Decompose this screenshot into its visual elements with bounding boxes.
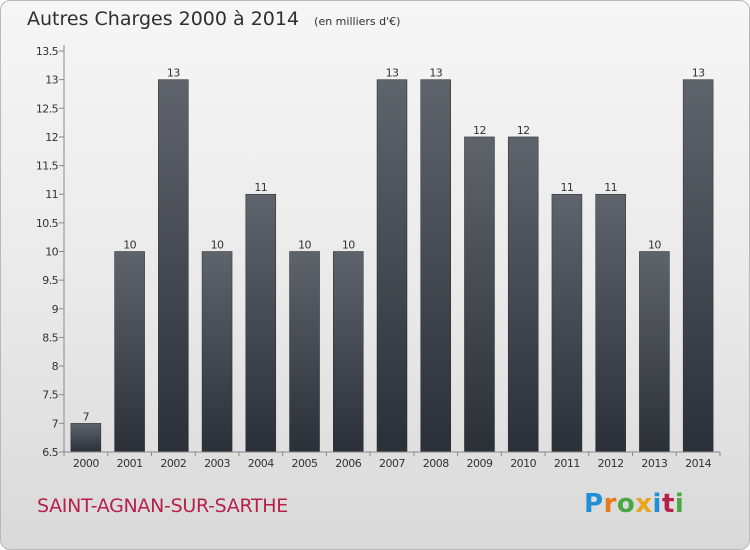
- x-axis: 2000 2001 2002 2003 2004 2005 2006 2007 2008 2009…: [63, 451, 721, 470]
- bar-2006: [333, 251, 364, 453]
- y-tick-label: 9: [52, 303, 59, 316]
- chart-unit: (en milliers d'€): [314, 15, 401, 28]
- y-tick-label: 6.5: [42, 446, 58, 459]
- x-tick-label-2002: 2002: [160, 457, 186, 470]
- y-tick-label: 11.5: [36, 160, 59, 173]
- data-label-2013: 10: [648, 239, 661, 252]
- y-tick-label: 9.5: [42, 274, 58, 287]
- bar-2007: [376, 79, 408, 453]
- x-tick-label-2014: 2014: [685, 457, 711, 470]
- bar-2001: [114, 251, 145, 453]
- x-tick-label-2007: 2007: [379, 457, 405, 470]
- y-tick-label: 12.5: [36, 102, 59, 115]
- data-label-2002: 13: [167, 67, 180, 80]
- x-tick-label-2000: 2000: [73, 457, 99, 470]
- chart-header: Autres Charges 2000 à 2014 (en milliers …: [27, 8, 400, 30]
- x-tick-label-2004: 2004: [248, 457, 274, 470]
- data-label-2006: 10: [342, 239, 355, 252]
- y-tick-label: 8: [52, 360, 59, 373]
- bars: [70, 79, 714, 453]
- data-label-2000: 7: [83, 410, 90, 423]
- logo-letter: r: [603, 489, 617, 519]
- y-tick-label: 8.5: [42, 331, 58, 344]
- data-label-2011: 11: [561, 181, 574, 194]
- bar-2000: [70, 423, 102, 453]
- data-label-2005: 10: [298, 239, 311, 252]
- y-tick-label: 7: [52, 417, 59, 430]
- data-label-2007: 13: [386, 67, 399, 80]
- data-label-2012: 11: [604, 181, 617, 194]
- bar-2013: [639, 251, 670, 453]
- logo-letter: o: [616, 489, 636, 519]
- data-label-2010: 12: [517, 124, 530, 137]
- bar-2014: [682, 79, 714, 453]
- data-label-2008: 13: [429, 67, 442, 80]
- data-label-2014: 13: [692, 67, 705, 80]
- y-tick-label: 13.5: [36, 45, 59, 58]
- bar-2011: [551, 193, 583, 453]
- y-axis: 6.5 7 7.5 8 8.5 9 9.5 10 10.5 11 11.5 12 12.5 13 13.5: [36, 45, 65, 459]
- x-tick-label-2013: 2013: [641, 457, 667, 470]
- x-tick-label-2005: 2005: [292, 457, 318, 470]
- data-label-2003: 10: [211, 239, 224, 252]
- x-tick-label-2009: 2009: [466, 457, 492, 470]
- proxiti-logo[interactable]: Proxiti: [584, 489, 684, 519]
- y-tick-label: 13: [45, 74, 58, 87]
- x-tick-label-2003: 2003: [204, 457, 230, 470]
- logo-letter: i: [674, 489, 685, 519]
- bar-2012: [595, 193, 626, 453]
- x-tick-label-2012: 2012: [598, 457, 624, 470]
- logo-letter: P: [584, 489, 604, 519]
- bar-2008: [420, 79, 451, 453]
- bar-2010: [507, 136, 539, 453]
- y-tick-label: 10: [45, 246, 58, 259]
- y-tick-label: 7.5: [42, 389, 58, 402]
- bar-2004: [245, 193, 277, 453]
- logo-letter: i: [652, 489, 662, 519]
- chart-title: Autres Charges 2000 à 2014: [27, 8, 300, 30]
- x-tick-label-2006: 2006: [335, 457, 361, 470]
- y-tick-label: 10.5: [36, 217, 59, 230]
- x-tick-label-2010: 2010: [510, 457, 536, 470]
- x-tick-label-2011: 2011: [554, 457, 580, 470]
- x-tick-label-2008: 2008: [423, 457, 449, 470]
- data-labels: 7 10 13 10 11 10 10 13 13 12 12 11 11 10 13: [83, 67, 706, 424]
- bar-2003: [201, 251, 233, 453]
- data-label-2004: 11: [254, 181, 267, 194]
- bar-2002: [158, 79, 189, 453]
- bar-2005: [289, 251, 320, 453]
- logo-letter: x: [635, 489, 653, 519]
- y-tick-label: 12: [45, 131, 58, 144]
- logo-letter: t: [661, 489, 675, 519]
- x-tick-label-2001: 2001: [117, 457, 143, 470]
- data-label-2009: 12: [473, 124, 486, 137]
- commune-name: SAINT-AGNAN-SUR-SARTHE: [37, 495, 288, 517]
- bar-2009: [464, 136, 495, 453]
- data-label-2001: 10: [123, 239, 136, 252]
- y-tick-label: 11: [45, 188, 58, 201]
